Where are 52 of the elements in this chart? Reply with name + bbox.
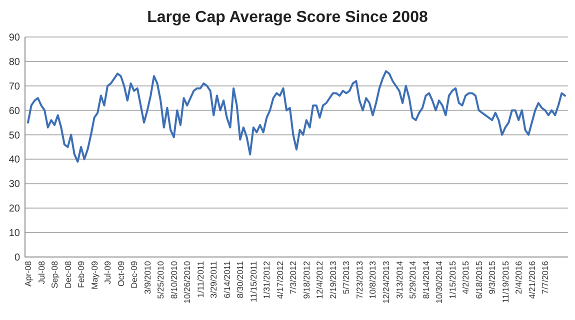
x-tick-label: 4/17/2012 bbox=[274, 260, 285, 299]
y-tick-label: 0 bbox=[14, 252, 20, 264]
x-tick-label: 10/30/2014 bbox=[434, 260, 444, 304]
x-tick-label: 5/7/2013 bbox=[341, 260, 352, 294]
y-tick-label: 90 bbox=[8, 32, 20, 44]
x-tick-label: 5/25/2010 bbox=[156, 260, 166, 299]
x-tick-label: 11/15/2011 bbox=[248, 260, 258, 302]
x-tick-label: 1/31/2012 bbox=[262, 260, 272, 299]
x-tick-label: May-09 bbox=[89, 260, 100, 290]
y-tick-label: 40 bbox=[8, 154, 20, 166]
line-series bbox=[27, 70, 566, 163]
x-tick-label: 10/8/2013 bbox=[368, 260, 378, 299]
y-tick-label: 80 bbox=[8, 56, 20, 68]
x-tick-label: 8/30/2011 bbox=[235, 260, 246, 298]
x-tick-label: 6/18/2015 bbox=[474, 260, 484, 299]
x-tick-label: Sep-08 bbox=[50, 260, 60, 288]
x-tick-label: 10/26/2010 bbox=[182, 260, 192, 304]
x-tick-label: 3/13/2014 bbox=[394, 260, 404, 299]
x-tick-label: 1/15/2015 bbox=[447, 260, 458, 299]
x-tick-label: Dec-09 bbox=[129, 260, 140, 288]
x-tick-label: 2/4/2016 bbox=[514, 260, 524, 294]
x-tick-label: 8/14/2014 bbox=[420, 260, 431, 299]
x-tick-label: 9/18/2012 bbox=[301, 260, 312, 299]
x-tick-label: 7/23/2013 bbox=[354, 260, 364, 299]
chart-title: Large Cap Average Score Since 2008 bbox=[147, 9, 428, 26]
y-tick-label: 20 bbox=[8, 204, 20, 215]
x-tick-label: Dec-08 bbox=[62, 260, 73, 288]
x-tick-label: 3/9/2010 bbox=[142, 260, 152, 294]
x-tick-label: 5/29/2014 bbox=[408, 260, 418, 299]
x-tick-label: 7/7/2016 bbox=[540, 260, 550, 294]
x-tick-label: Oct-09 bbox=[116, 260, 126, 287]
x-tick-label: 8/10/2010 bbox=[168, 260, 179, 299]
x-tick-label: 4/21/2016 bbox=[526, 260, 537, 299]
x-tick-label: Jul-08 bbox=[36, 260, 46, 284]
x-tick-label: 12/4/2012 bbox=[314, 260, 325, 299]
x-tick-label: Apr-08 bbox=[23, 260, 33, 287]
x-tick-label: 11/19/2015 bbox=[500, 260, 510, 303]
x-tick-label: 4/2/2015 bbox=[460, 260, 471, 294]
x-tick-label: 3/29/2011 bbox=[208, 260, 219, 298]
y-tick-label: 50 bbox=[8, 130, 20, 142]
x-tick-label: 6/14/2011 bbox=[222, 260, 232, 298]
y-tick-label: 10 bbox=[8, 228, 20, 240]
y-tick-label: 70 bbox=[8, 81, 20, 92]
x-tick-label: Jul-09 bbox=[102, 260, 113, 284]
x-tick-label: 2/19/2013 bbox=[328, 260, 338, 299]
x-tick-label: 7/3/2012 bbox=[288, 260, 298, 294]
x-tick-label: 12/24/2013 bbox=[381, 260, 391, 304]
y-tick-label: 30 bbox=[8, 179, 20, 190]
x-tick-label: 1/11/2011 bbox=[195, 260, 206, 298]
y-tick-label: 60 bbox=[8, 106, 20, 117]
x-tick-label: 9/3/2015 bbox=[487, 260, 498, 294]
x-tick-label: Feb-09 bbox=[76, 260, 86, 288]
